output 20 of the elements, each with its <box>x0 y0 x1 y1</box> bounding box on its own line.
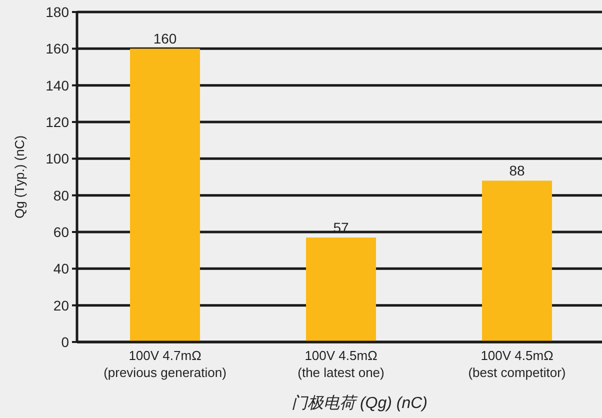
y-tick-label: 160 <box>46 40 70 57</box>
bar <box>306 238 376 342</box>
x-tick-label: 100V 4.7mΩ (previous generation) <box>104 348 226 380</box>
y-tick-label: 80 <box>53 187 70 204</box>
x-tick-label: 100V 4.5mΩ (best competitor) <box>468 348 566 380</box>
y-tick-label: 60 <box>53 224 70 240</box>
bar <box>130 48 200 342</box>
data-label: 88 <box>509 162 525 179</box>
x-tick-label: 100V 4.5mΩ (the latest one) <box>298 348 384 380</box>
y-tick-label: 100 <box>46 150 70 167</box>
y-tick-label: 0 <box>61 334 70 350</box>
data-label: 160 <box>153 30 177 47</box>
x-axis-title: 门极电荷 (Qg) (nC) <box>292 394 428 412</box>
bar <box>482 180 552 342</box>
y-tick-label: 140 <box>46 77 70 94</box>
y-tick-label: 180 <box>46 4 70 20</box>
y-tick-label: 40 <box>53 260 70 277</box>
y-tick-label: 20 <box>53 297 70 314</box>
y-axis-title: Qg (Typ.) (nC) <box>12 135 27 219</box>
y-tick-label: 120 <box>46 114 70 130</box>
